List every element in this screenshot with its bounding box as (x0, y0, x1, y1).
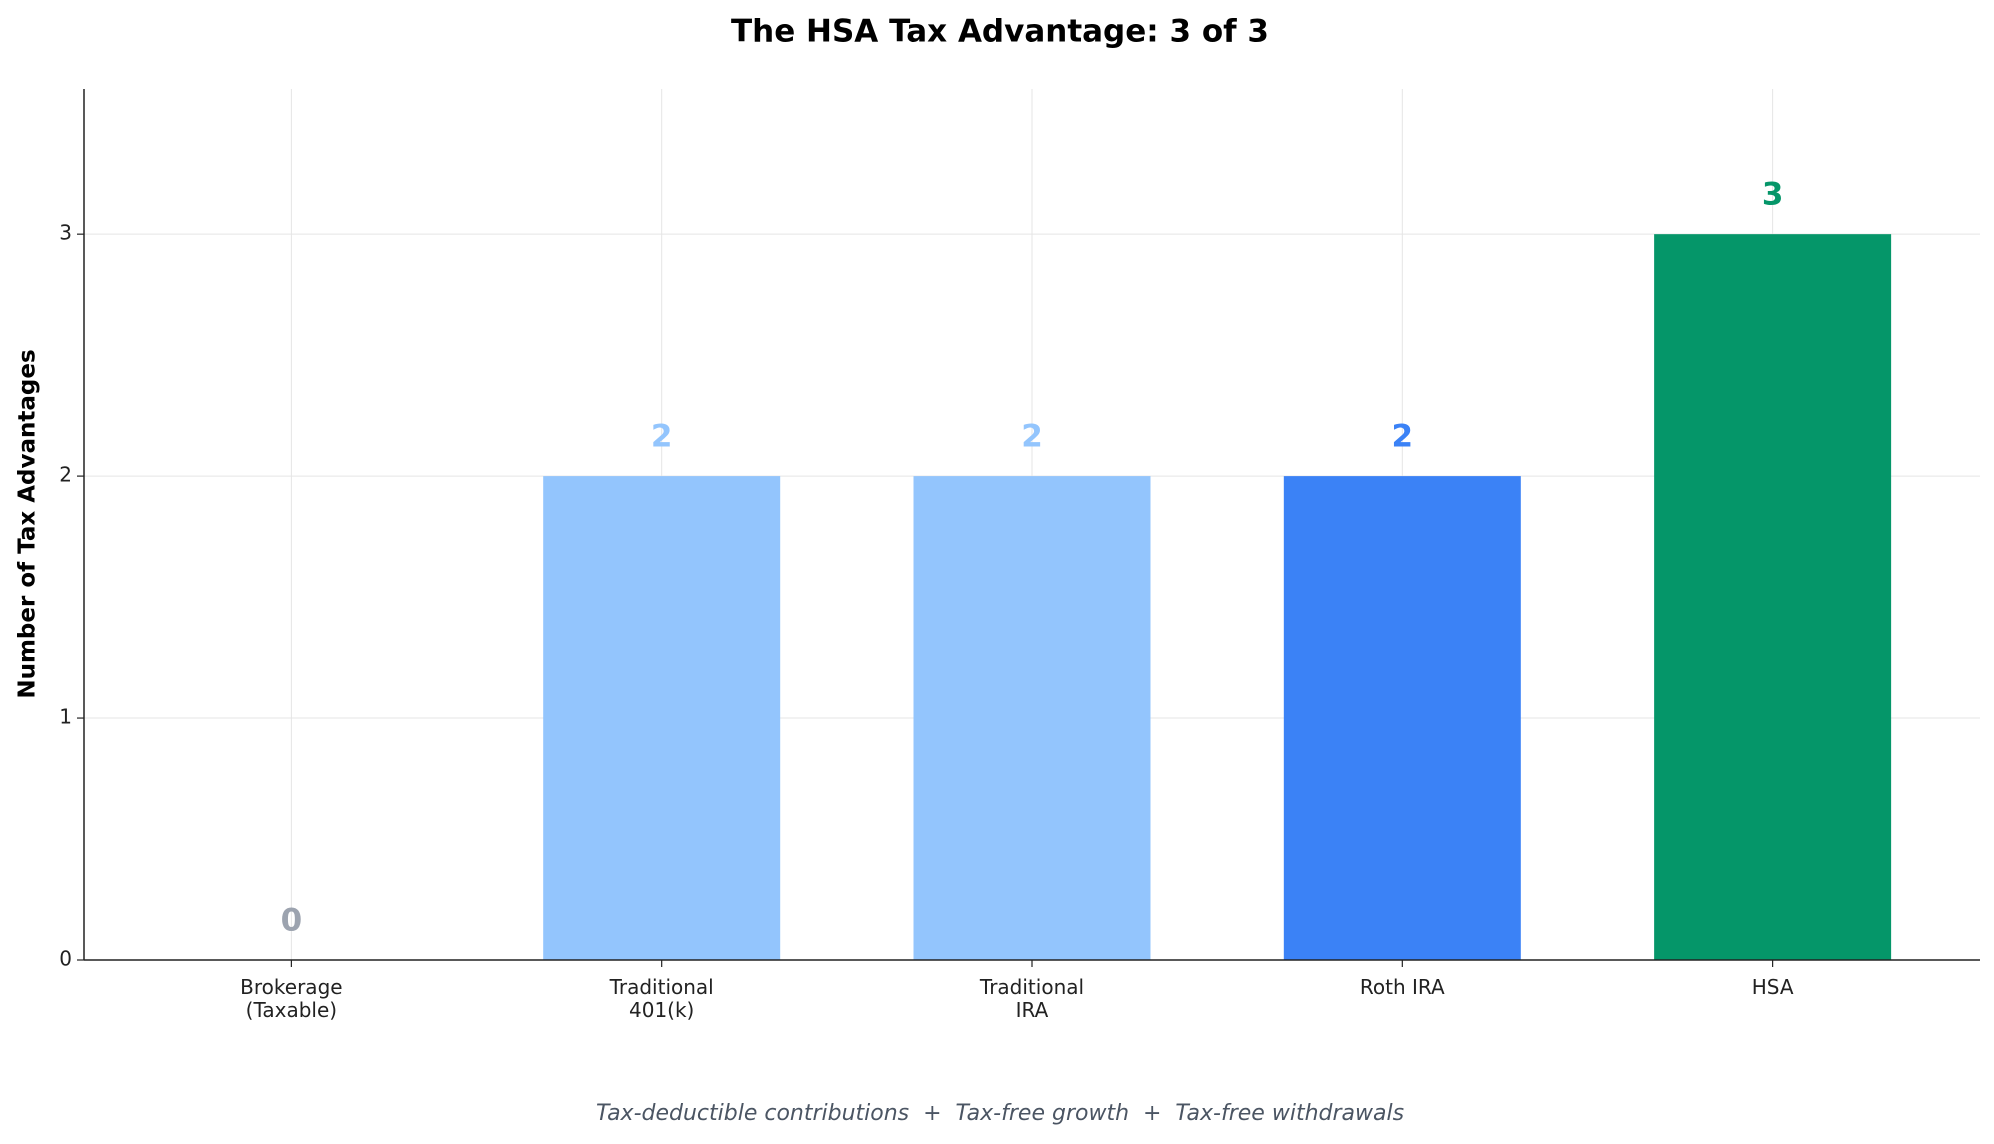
y-axis-label: Number of Tax Advantages (15, 349, 41, 698)
y-tick-label: 1 (59, 705, 72, 729)
x-tick-label: Brokerage (Taxable) (240, 975, 342, 1022)
y-tick-label: 0 (59, 947, 72, 971)
x-tick-label: Roth IRA (1360, 975, 1445, 999)
y-tick-label: 2 (59, 463, 72, 487)
value-label: 3 (1762, 177, 1784, 213)
x-tick-label: Traditional 401(k) (609, 975, 714, 1022)
x-tick-label: Traditional IRA (979, 975, 1084, 1022)
footnote: Tax-deductible contributions + Tax-free … (596, 1101, 1404, 1126)
bar (1283, 476, 1521, 960)
bar (913, 476, 1151, 960)
value-label: 2 (651, 419, 673, 455)
x-tick-label: HSA (1752, 975, 1794, 999)
y-tick-label: 3 (59, 221, 72, 245)
value-label: 2 (1021, 419, 1043, 455)
bar (543, 476, 781, 960)
chart-title: The HSA Tax Advantage: 3 of 3 (731, 14, 1269, 50)
value-label: 0 (281, 903, 303, 939)
value-label: 2 (1392, 419, 1414, 455)
bar (1654, 234, 1892, 960)
